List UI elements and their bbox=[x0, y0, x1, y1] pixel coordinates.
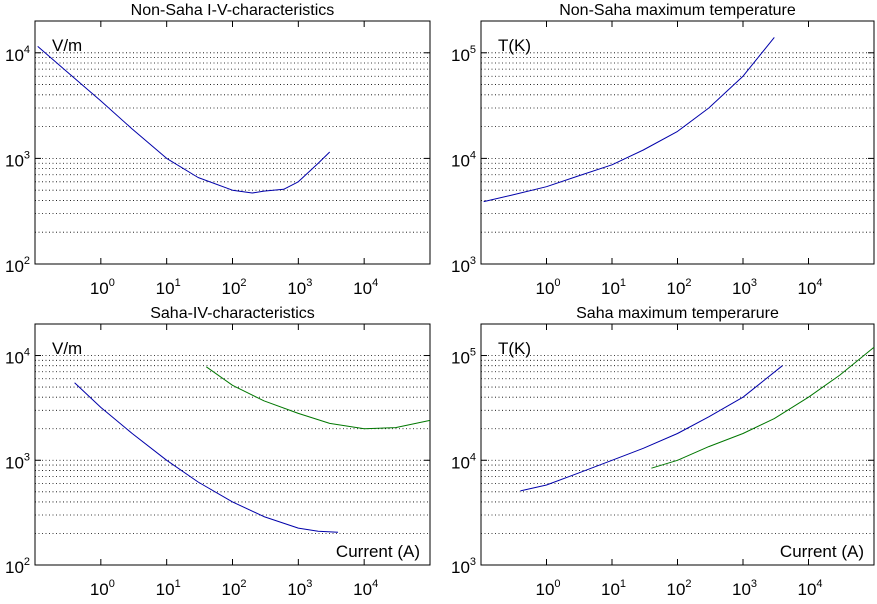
x-tick-label: 103 bbox=[287, 578, 312, 599]
x-axis-label: Current (A) bbox=[780, 542, 864, 561]
x-tick-label: 100 bbox=[90, 277, 115, 298]
grid-lines bbox=[35, 52, 430, 233]
x-tick-label: 102 bbox=[222, 578, 247, 599]
x-tick-label: 103 bbox=[732, 578, 757, 599]
series-line-1 bbox=[74, 382, 339, 533]
series-line-2 bbox=[206, 366, 431, 430]
x-tick-label: 101 bbox=[601, 578, 626, 599]
y-tick-label: 104 bbox=[451, 149, 476, 170]
panel-saha-temperature: Saha maximum temperarure 103 104 105 100 101 1… bbox=[451, 305, 875, 599]
x-tick-label: 100 bbox=[90, 578, 115, 599]
chart-title: Saha maximum temperarure bbox=[576, 305, 779, 322]
x-tick-label: 103 bbox=[287, 277, 312, 298]
y-tick-label: 104 bbox=[451, 451, 476, 472]
y-axis-label: V/m bbox=[52, 339, 82, 358]
y-axis-label: T(K) bbox=[498, 339, 531, 358]
x-tick-label: 104 bbox=[798, 277, 823, 298]
grid-lines bbox=[481, 355, 874, 534]
y-tick-label: 105 bbox=[451, 347, 476, 368]
y-tick-label: 103 bbox=[5, 451, 30, 472]
x-tick-label: 100 bbox=[536, 578, 561, 599]
y-tick-label: 103 bbox=[451, 556, 476, 577]
x-tick-label: 102 bbox=[222, 277, 247, 298]
grid-lines bbox=[35, 355, 430, 534]
x-tick-label: 103 bbox=[732, 277, 757, 298]
y-tick-label: 103 bbox=[5, 149, 30, 170]
x-tick-label: 104 bbox=[353, 277, 378, 298]
y-axis-label: T(K) bbox=[498, 36, 531, 55]
y-axis-label: V/m bbox=[52, 36, 82, 55]
y-tick-label: 105 bbox=[451, 44, 476, 65]
x-tick-label: 102 bbox=[667, 277, 692, 298]
series-line-1 bbox=[520, 365, 783, 492]
x-tick-label: 100 bbox=[536, 277, 561, 298]
x-tick-label: 101 bbox=[156, 277, 181, 298]
x-tick-label: 104 bbox=[798, 578, 823, 599]
x-tick-label: 101 bbox=[156, 578, 181, 599]
panel-non-saha-temperature: Non-Saha maximum temperature 103 104 105 100… bbox=[451, 2, 875, 298]
axes-box bbox=[34, 323, 431, 566]
chart-title: Saha-IV-characteristics bbox=[150, 305, 315, 322]
axes-box bbox=[34, 20, 431, 265]
series-line-2 bbox=[651, 346, 875, 469]
y-tick-label: 102 bbox=[5, 556, 30, 577]
y-tick-label: 103 bbox=[451, 255, 476, 276]
series-line-1 bbox=[37, 46, 331, 194]
panel-non-saha-iv: Non-Saha I-V-characteristics 102 103 104 100… bbox=[5, 2, 431, 298]
y-tick-label: 104 bbox=[5, 44, 30, 65]
series-line-1 bbox=[483, 37, 775, 203]
chart-title: Non-Saha I-V-characteristics bbox=[131, 2, 335, 19]
grid-lines bbox=[481, 52, 874, 233]
chart-title: Non-Saha maximum temperature bbox=[559, 2, 796, 19]
x-tick-label: 102 bbox=[667, 578, 692, 599]
y-tick-label: 102 bbox=[5, 255, 30, 276]
panel-saha-iv: Saha-IV-characteristics 102 103 104 100 101 10… bbox=[5, 305, 431, 599]
y-tick-label: 104 bbox=[5, 347, 30, 368]
x-tick-label: 101 bbox=[601, 277, 626, 298]
x-axis-label: Current (A) bbox=[336, 542, 420, 561]
x-tick-label: 104 bbox=[353, 578, 378, 599]
